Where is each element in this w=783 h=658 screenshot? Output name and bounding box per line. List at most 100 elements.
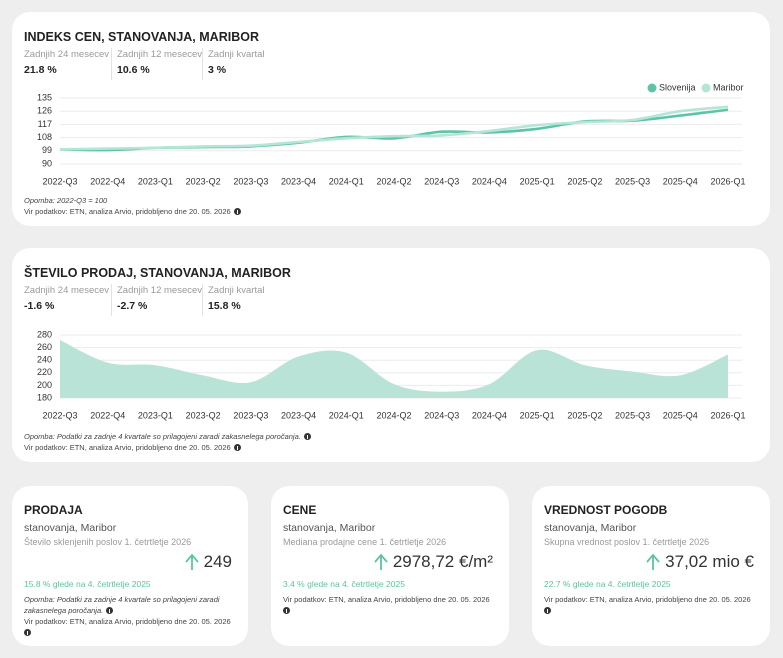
x-tick-label: 2023-Q1 bbox=[138, 410, 173, 420]
legend-marker bbox=[647, 83, 657, 93]
x-tick-label: 2025-Q2 bbox=[567, 410, 602, 420]
x-tick-label: 2023-Q4 bbox=[281, 410, 316, 420]
card-title: VREDNOST POGODB bbox=[544, 503, 668, 517]
x-tick-label: 2023-Q2 bbox=[186, 176, 221, 186]
panel: 90 99 108 117 126 135 2022-Q3 2022-Q4 2023-Q1 202… bbox=[12, 12, 770, 226]
x-tick-label: 2022-Q3 bbox=[42, 410, 77, 420]
note-row: Vir podatkov: ETN, analiza Arvio, pridob… bbox=[24, 443, 241, 452]
panel-title: ŠTEVILO PRODAJ, STANOVANJA, MARIBOR bbox=[24, 266, 291, 280]
card: VREDNOST POGODB stanovanja, Maribor Skupna… bbox=[532, 486, 770, 646]
legend-marker bbox=[701, 83, 711, 93]
card-value-row: 249 bbox=[184, 552, 232, 572]
series-line bbox=[59, 108, 729, 152]
y-tick-label: 117 bbox=[38, 119, 52, 129]
card-change: 3.4 % glede na 4. četrtletje 2025 bbox=[283, 579, 405, 589]
note-row: Opomba: 2022-Q3 = 100 bbox=[24, 196, 107, 205]
x-tick-label: 2026-Q1 bbox=[710, 410, 745, 420]
info-icon bbox=[303, 433, 311, 440]
stat-value: 15.8 % bbox=[208, 300, 241, 312]
series-line bbox=[59, 105, 729, 151]
y-tick-label: 280 bbox=[37, 329, 52, 339]
note: Vir podatkov: ETN, analiza Arvio, pridob… bbox=[24, 616, 236, 627]
note: Vir podatkov: ETN, analiza Arvio, pridob… bbox=[24, 207, 231, 216]
stat-label: Zadnjih 24 mesecev bbox=[24, 285, 110, 296]
note-text: Vir podatkov: ETN, analiza Arvio, pridob… bbox=[283, 595, 490, 604]
stat-label: Zadnji kvartal bbox=[208, 49, 265, 60]
card-value: 249 bbox=[203, 552, 232, 571]
info-icon bbox=[544, 607, 551, 614]
note: Vir podatkov: ETN, analiza Arvio, pridob… bbox=[24, 443, 231, 452]
info-icon bbox=[283, 607, 290, 614]
card-subtitle: stanovanja, Maribor bbox=[283, 522, 376, 534]
card-value: 37,02 mio € bbox=[665, 552, 754, 571]
info-row bbox=[21, 627, 236, 638]
y-tick-label: 220 bbox=[37, 367, 52, 377]
stat-value: -2.7 % bbox=[117, 300, 148, 312]
x-tick-label: 2023-Q3 bbox=[233, 410, 268, 420]
x-tick-label: 2024-Q2 bbox=[376, 176, 411, 186]
x-tick-label: 2024-Q4 bbox=[472, 176, 507, 186]
x-tick-label: 2024-Q3 bbox=[424, 410, 459, 420]
note-row: Vir podatkov: ETN, analiza Arvio, pridob… bbox=[24, 207, 241, 216]
panel-title: INDEKS CEN, STANOVANJA, MARIBOR bbox=[24, 30, 259, 44]
stat-separator bbox=[111, 48, 112, 80]
info-icon bbox=[233, 444, 241, 451]
up-arrow bbox=[184, 553, 199, 570]
x-tick-label: 2025-Q1 bbox=[520, 176, 555, 186]
stat-label: Zadnji kvartal bbox=[208, 285, 265, 296]
legend-label: Maribor bbox=[713, 82, 744, 92]
panel: 180 200 220 240 260 280 2022-Q3 2022-Q4 2023-Q1 2… bbox=[12, 248, 770, 462]
x-tick-label: 2025-Q4 bbox=[663, 176, 698, 186]
stat-value: 21.8 % bbox=[24, 64, 57, 76]
note-row: Opomba: Podatki za zadnje 4 kvartale so … bbox=[24, 432, 311, 441]
arrow-shape bbox=[646, 553, 660, 570]
stat-separator bbox=[111, 284, 112, 316]
card-notes: Vir podatkov: ETN, analiza Arvio, pridob… bbox=[544, 594, 758, 616]
note: Opomba: Podatki za zadnje 4 kvartale so … bbox=[24, 594, 236, 616]
stat-value: -1.6 % bbox=[24, 300, 55, 312]
info-icon bbox=[233, 208, 241, 215]
note: Vir podatkov: ETN, analiza Arvio, pridob… bbox=[544, 594, 758, 605]
card-subtitle: stanovanja, Maribor bbox=[24, 522, 117, 534]
y-tick-label: 126 bbox=[37, 106, 52, 116]
arrow-shape bbox=[374, 553, 388, 570]
info-row bbox=[541, 605, 758, 616]
y-tick-label: 180 bbox=[37, 392, 52, 402]
x-tick-label: 2023-Q4 bbox=[281, 176, 316, 186]
card-notes: Opomba: Podatki za zadnje 4 kvartale so … bbox=[24, 594, 236, 638]
card-description: Število sklenjenih poslov 1. četrtletje … bbox=[24, 537, 192, 547]
x-tick-label: 2024-Q1 bbox=[329, 410, 364, 420]
y-tick-label: 260 bbox=[37, 342, 52, 352]
y-tick-label: 240 bbox=[37, 355, 52, 365]
note: Opomba: Podatki za zadnje 4 kvartale so … bbox=[24, 432, 301, 441]
x-tick-label: 2025-Q2 bbox=[567, 176, 602, 186]
up-arrow bbox=[374, 553, 388, 570]
stat-separator bbox=[202, 48, 203, 80]
card: CENE stanovanja, Maribor Mediana prodajne … bbox=[271, 486, 509, 646]
stat-separator bbox=[202, 284, 203, 316]
x-tick-label: 2024-Q2 bbox=[376, 410, 411, 420]
card-change: 22.7 % glede na 4. četrtletje 2025 bbox=[544, 579, 671, 589]
note-text: Opomba: Podatki za zadnje 4 kvartale so … bbox=[24, 595, 220, 615]
note: Opomba: 2022-Q3 = 100 bbox=[24, 196, 108, 205]
chart: 90 99 108 117 126 135 2022-Q3 2022-Q4 2023-Q1 202… bbox=[37, 82, 746, 186]
x-tick-label: 2022-Q3 bbox=[42, 176, 77, 186]
x-tick-label: 2025-Q3 bbox=[615, 410, 650, 420]
card-value-row: 2978,72 €/m² bbox=[373, 552, 493, 572]
card: PRODAJA stanovanja, Maribor Število sklenj… bbox=[12, 486, 248, 646]
card-description: Mediana prodajne cene 1. četrtletje 2026 bbox=[283, 537, 447, 547]
info-row bbox=[280, 605, 497, 616]
info-icon bbox=[24, 629, 31, 636]
x-tick-label: 2023-Q1 bbox=[138, 176, 173, 186]
stat-label: Zadnjih 12 mesecev bbox=[117, 49, 203, 60]
note-text: Vir podatkov: ETN, analiza Arvio, pridob… bbox=[24, 617, 231, 626]
card-title: PRODAJA bbox=[24, 503, 83, 517]
x-tick-label: 2023-Q3 bbox=[233, 176, 268, 186]
stat-label: Zadnjih 24 mesecev bbox=[24, 49, 110, 60]
card-title: CENE bbox=[283, 503, 317, 517]
card-subtitle: stanovanja, Maribor bbox=[544, 522, 637, 534]
chart: 180 200 220 240 260 280 2022-Q3 2022-Q4 2023-Q1 2… bbox=[37, 329, 746, 420]
x-tick-label: 2025-Q1 bbox=[520, 410, 555, 420]
stat-value: 10.6 % bbox=[117, 64, 150, 76]
